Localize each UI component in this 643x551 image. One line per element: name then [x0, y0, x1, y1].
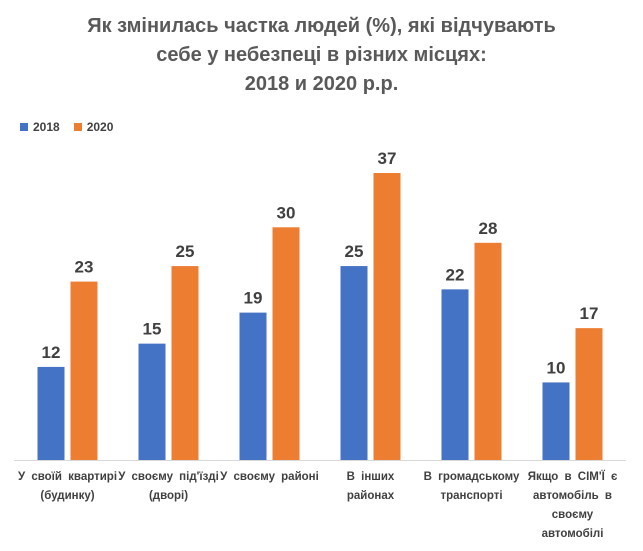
data-label: 22	[446, 265, 465, 284]
bar-2020	[171, 266, 199, 460]
bar-2018	[340, 266, 368, 460]
category-label: В громадському транспорті	[423, 471, 520, 502]
bar-2020	[272, 227, 300, 460]
data-label: 17	[580, 304, 599, 323]
bar-2020	[373, 173, 401, 460]
legend-item-2020: 2020	[73, 120, 114, 134]
bar-2018	[138, 343, 166, 460]
data-label: 12	[42, 343, 61, 362]
data-label: 25	[345, 242, 364, 261]
data-label: 19	[244, 289, 263, 308]
data-label: 15	[143, 320, 162, 339]
bar-2018	[239, 312, 267, 460]
bar-2020	[70, 281, 98, 460]
bar-2020	[575, 328, 603, 460]
data-label: 10	[547, 358, 566, 377]
category-label: Якщо в СІМ'Ї є автомобіль в своєму автом…	[527, 471, 618, 540]
data-label: 37	[378, 149, 397, 168]
title-line: себе у небезпеці в різних місцях:	[156, 44, 487, 66]
legend-label: 2018	[33, 120, 60, 134]
title-line: 2018 и 2020 р.р.	[244, 73, 399, 95]
category-label: У своїй квартирі (будинку)	[17, 471, 118, 502]
category-label: В інших районах	[346, 471, 395, 502]
bar-2018	[441, 289, 469, 460]
chart-title: Як змінилась частка людей (%), які відчу…	[0, 12, 643, 99]
legend: 2018 2020	[20, 120, 113, 134]
bar-2018	[542, 382, 570, 460]
data-label: 23	[75, 258, 94, 277]
bar-2020	[474, 242, 502, 460]
data-label: 25	[176, 242, 195, 261]
legend-swatch	[73, 123, 82, 131]
data-label: 28	[479, 219, 498, 238]
category-label: У своєму районі	[220, 471, 319, 483]
legend-swatch	[20, 123, 28, 131]
bar-2018	[37, 366, 65, 460]
legend-item-2018: 2018	[20, 120, 60, 134]
category-label: У своєму під'їзді (дворі)	[118, 471, 219, 502]
data-label: 30	[277, 203, 296, 222]
legend-label: 2020	[86, 120, 114, 134]
title-line: Як змінилась частка людей (%), які відчу…	[87, 15, 556, 37]
